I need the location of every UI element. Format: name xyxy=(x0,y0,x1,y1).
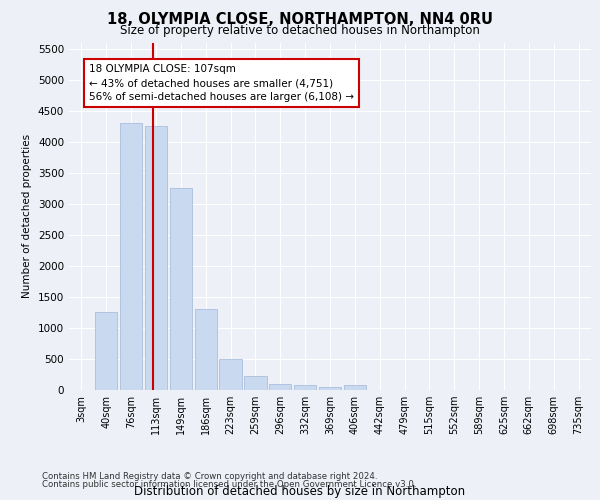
Bar xyxy=(244,376,266,390)
Text: Contains public sector information licensed under the Open Government Licence v3: Contains public sector information licen… xyxy=(42,480,416,489)
Bar xyxy=(194,310,217,390)
Text: Distribution of detached houses by size in Northampton: Distribution of detached houses by size … xyxy=(134,484,466,498)
Text: 18, OLYMPIA CLOSE, NORTHAMPTON, NN4 0RU: 18, OLYMPIA CLOSE, NORTHAMPTON, NN4 0RU xyxy=(107,12,493,28)
Y-axis label: Number of detached properties: Number of detached properties xyxy=(22,134,32,298)
Bar xyxy=(170,188,192,390)
Bar xyxy=(145,126,167,390)
Bar xyxy=(269,384,292,390)
Bar xyxy=(95,312,118,390)
Bar xyxy=(344,385,366,390)
Text: 18 OLYMPIA CLOSE: 107sqm
← 43% of detached houses are smaller (4,751)
56% of sem: 18 OLYMPIA CLOSE: 107sqm ← 43% of detach… xyxy=(89,64,354,102)
Bar xyxy=(319,387,341,390)
Bar xyxy=(220,359,242,390)
Text: Size of property relative to detached houses in Northampton: Size of property relative to detached ho… xyxy=(120,24,480,37)
Bar xyxy=(294,386,316,390)
Text: Contains HM Land Registry data © Crown copyright and database right 2024.: Contains HM Land Registry data © Crown c… xyxy=(42,472,377,481)
Bar xyxy=(120,123,142,390)
